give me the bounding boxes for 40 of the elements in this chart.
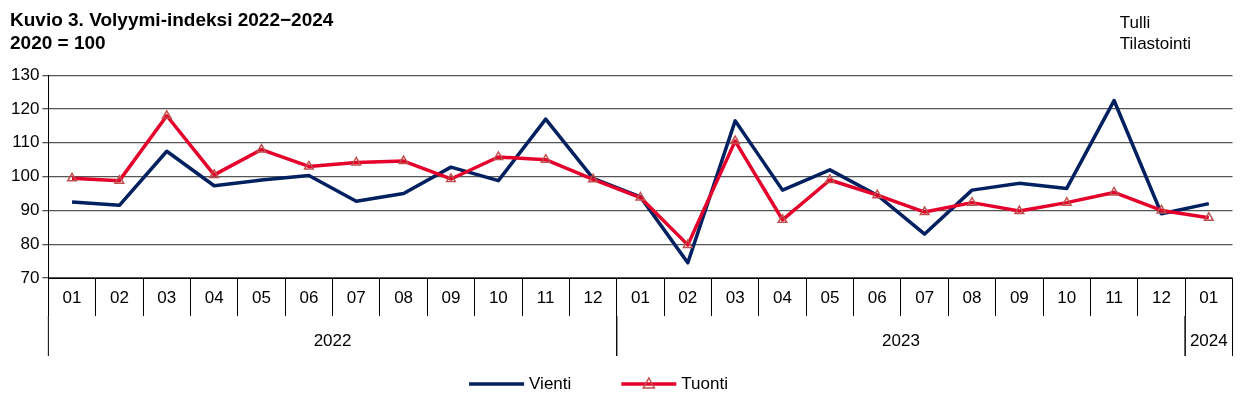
x-tick-label: 01 bbox=[62, 287, 82, 307]
x-tick-label: 02 bbox=[678, 287, 698, 307]
x-tick-label: 07 bbox=[915, 287, 935, 307]
x-tick-label: 12 bbox=[583, 287, 603, 307]
x-tick-label: 07 bbox=[346, 287, 366, 307]
legend-label: Vienti bbox=[529, 373, 572, 393]
legend-label: Tuonti bbox=[681, 373, 728, 393]
x-tick-label: 01 bbox=[630, 287, 650, 307]
y-tick-label: 80 bbox=[20, 233, 40, 253]
x-tick-label: 12 bbox=[1151, 287, 1171, 307]
x-tick-label: 09 bbox=[441, 287, 461, 307]
chart-subtitle: 2020 = 100 bbox=[10, 32, 106, 53]
x-tick-label: 06 bbox=[299, 287, 319, 307]
x-tick-label: 05 bbox=[252, 287, 271, 307]
x-tick-label: 11 bbox=[1105, 287, 1123, 307]
x-tick-label: 06 bbox=[867, 287, 887, 307]
text: 2022 bbox=[313, 330, 352, 350]
x-tick-label: 10 bbox=[488, 287, 508, 307]
y-tick-label: 70 bbox=[20, 267, 40, 287]
x-tick-label: 09 bbox=[1009, 287, 1029, 307]
x-tick-label: 03 bbox=[725, 287, 745, 307]
text: Tulli Tilastointi bbox=[1119, 12, 1191, 54]
x-tick-label: 02 bbox=[109, 287, 129, 307]
x-tick-label: 08 bbox=[394, 287, 414, 307]
x-tick-label: 03 bbox=[157, 287, 177, 307]
chart-title: Kuvio 3. Volyymi-indeksi 2022−2024 bbox=[10, 9, 334, 30]
x-tick-label: 05 bbox=[820, 287, 840, 307]
x-tick-label: 08 bbox=[962, 287, 982, 307]
text: 2024 bbox=[1189, 330, 1228, 350]
y-tick-label: 90 bbox=[20, 200, 40, 220]
y-tick-label: 100 bbox=[10, 166, 40, 186]
x-tick-label: 11 bbox=[536, 287, 555, 307]
x-tick-label: 04 bbox=[773, 287, 792, 307]
x-tick-label: 10 bbox=[1057, 287, 1077, 307]
y-tick-label: 110 bbox=[12, 132, 40, 152]
text: 2023 bbox=[882, 330, 920, 350]
y-tick-label: 130 bbox=[10, 64, 40, 84]
y-tick-label: 120 bbox=[10, 98, 40, 118]
x-tick-label: 04 bbox=[204, 287, 224, 307]
x-tick-label: 01 bbox=[1199, 287, 1219, 307]
